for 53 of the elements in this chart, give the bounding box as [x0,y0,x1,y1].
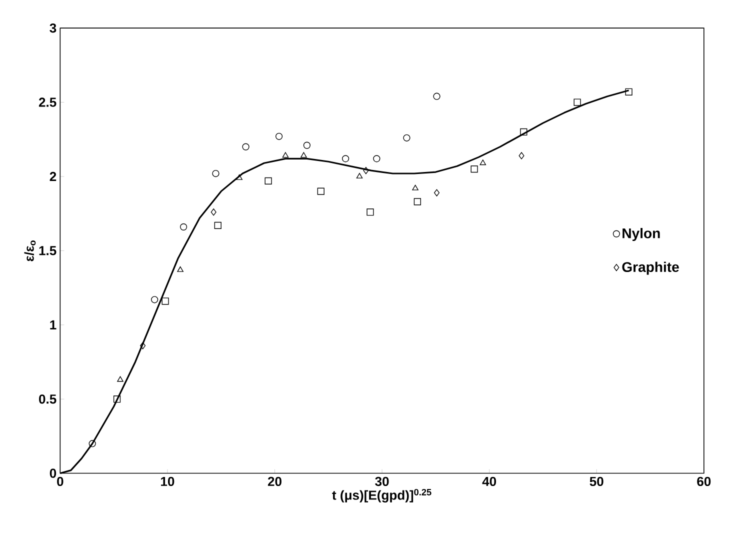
x-tick-label: 10 [161,476,174,486]
y-tick-label: 0 [50,468,56,478]
point [177,266,184,272]
x-tick-label: 60 [697,476,711,486]
y-axis-title: ε/ε$_{o}$ [24,240,36,261]
point [300,152,307,158]
point [520,128,528,136]
point [113,395,121,402]
y-tick-label: 1 [50,320,56,330]
point [303,142,310,149]
y-tick-label: 0.5 [39,394,56,404]
y-tick-label: 3 [50,23,56,32]
point [434,189,440,196]
point [317,188,324,195]
point [356,172,363,178]
y-tick-label: 2.5 [38,97,56,107]
point [574,98,581,106]
point [373,154,380,162]
point [88,440,96,447]
point [214,222,222,229]
x-tick-label: 50 [590,476,604,486]
point [282,152,289,158]
point [242,143,250,150]
point [625,88,632,96]
point [140,342,146,349]
x-tick-label: 30 [375,476,389,486]
point [236,174,242,180]
point [180,223,188,230]
point [433,92,440,100]
point [470,165,478,172]
point [342,154,350,162]
point [480,159,486,165]
point [363,166,369,174]
legend-label: Graphite [622,261,679,275]
point [162,297,169,304]
point [366,208,374,216]
point [275,132,283,140]
y-tick-label: 2 [50,172,56,181]
point [264,177,272,184]
x-tick-label: 40 [482,476,496,486]
legend-label: Nylon [622,228,660,241]
x-tick-label: 20 [268,476,282,486]
point [210,208,216,216]
x-tick-label: 0 [57,476,64,486]
point [518,152,524,160]
point [151,296,158,303]
point [117,376,124,382]
point [414,198,421,206]
point [412,184,418,190]
point [212,170,220,177]
y-tick-label: 1.5 [39,246,56,255]
point [403,134,410,142]
x-axis-title: t (μs)[E(gpd)]$^{0.25}$ [332,488,432,502]
